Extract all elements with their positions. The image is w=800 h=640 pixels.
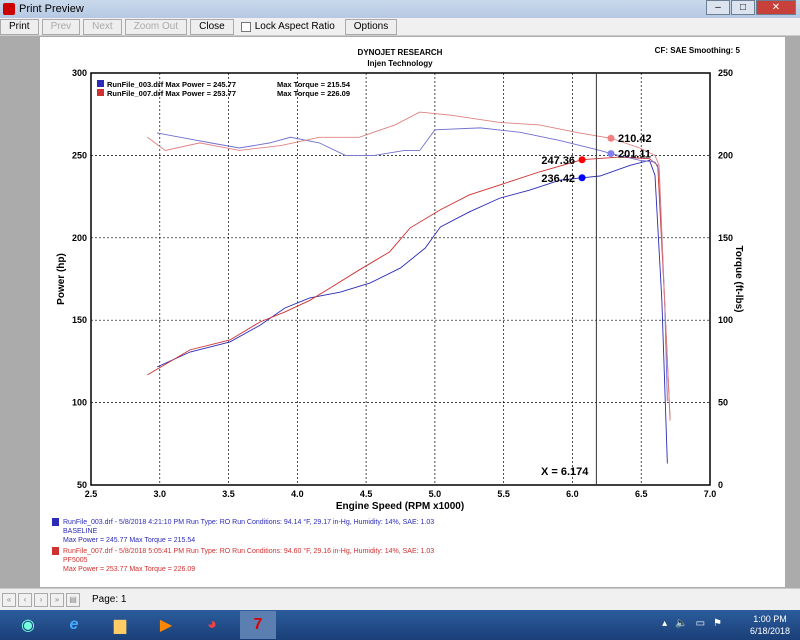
x-tick-label: 7.0 bbox=[704, 489, 717, 499]
series-line-3 bbox=[147, 111, 671, 421]
legend-entry: RunFile_007.drf Max Power = 253.77 bbox=[107, 89, 236, 98]
y2-tick-label: 0 bbox=[718, 480, 723, 490]
legend-line1: RunFile_007.drf - 5/8/2018 5:05:41 PM Ru… bbox=[63, 548, 435, 555]
system-tray-icons[interactable]: ▴🔈▭⚑ bbox=[662, 618, 730, 629]
print-page: 2.5 3.0 3.5 4.0 4.5 5.0 5.5 6.0 6.5 7.0 50 100 150 20… bbox=[40, 37, 785, 587]
dyno-chart: 2.5 3.0 3.5 4.0 4.5 5.0 5.5 6.0 6.5 7.0 50 100 150 20… bbox=[56, 46, 744, 512]
close-window-button[interactable]: ✕ bbox=[756, 0, 796, 15]
legend-swatch bbox=[52, 547, 59, 555]
prev-page-button[interactable]: ‹ bbox=[18, 592, 32, 607]
last-page-button[interactable]: » bbox=[50, 592, 64, 607]
dynojet-taskbar-icon[interactable]: 7 bbox=[240, 611, 276, 639]
x-tick-label: 5.0 bbox=[429, 489, 442, 499]
legend-line3: Max Power = 253.77 Max Torque = 226.09 bbox=[63, 566, 196, 573]
series-line-1 bbox=[147, 156, 671, 420]
marker-label: 247.36 bbox=[541, 155, 575, 167]
chrome-icon[interactable]: ◕ bbox=[207, 616, 217, 633]
first-page-button[interactable]: « bbox=[2, 592, 16, 607]
run-legend-entry: RunFile_007.drf - 5/8/2018 5:05:41 PM Ru… bbox=[52, 547, 434, 574]
zoom-out-button[interactable]: Zoom Out bbox=[124, 18, 188, 35]
lock-aspect-label: Lock Aspect Ratio bbox=[254, 21, 335, 32]
x-tick-label: 6.0 bbox=[566, 489, 579, 499]
y-axis-label: Power (hp) bbox=[56, 253, 67, 305]
options-button[interactable]: Options bbox=[344, 18, 398, 35]
toolbar: Print Prev Next Zoom Out Close Lock Aspe… bbox=[0, 18, 800, 36]
chart-settings: CF: SAE Smoothing: 5 bbox=[655, 46, 741, 55]
x-tick-label: 4.0 bbox=[291, 489, 304, 499]
x-tick-label: 2.5 bbox=[85, 489, 98, 499]
y-tick-label: 200 bbox=[72, 233, 87, 243]
page-number: Page: 1 bbox=[92, 594, 127, 605]
dynojet-app-icon bbox=[3, 3, 15, 15]
marker-label: 210.42 bbox=[618, 133, 652, 145]
legend-torque: Max Torque = 215.54 bbox=[277, 80, 351, 89]
marker-label: 201.11 bbox=[618, 149, 651, 161]
y2-tick-label: 150 bbox=[718, 233, 733, 243]
legend-line3: Max Power = 245.77 Max Torque = 215.54 bbox=[63, 537, 196, 544]
legend-entry: RunFile_003.drf Max Power = 245.77 bbox=[107, 80, 236, 89]
x-tick-label: 3.5 bbox=[222, 489, 235, 499]
print-button[interactable]: Print bbox=[0, 18, 39, 35]
clock[interactable]: 1:00 PM 6/18/2018 bbox=[750, 613, 790, 637]
marker-label: 236.42 bbox=[541, 173, 575, 185]
clock-time: 1:00 PM bbox=[753, 614, 787, 624]
x-tick-label: 5.5 bbox=[497, 489, 510, 499]
x-tick-label: 3.0 bbox=[154, 489, 167, 499]
next-button[interactable]: Next bbox=[83, 18, 122, 35]
marker-point bbox=[607, 150, 615, 158]
y-tick-label: 250 bbox=[72, 150, 87, 160]
lock-aspect-checkbox[interactable]: Lock Aspect Ratio bbox=[240, 21, 335, 32]
legend-swatch bbox=[52, 518, 59, 526]
prev-button[interactable]: Prev bbox=[41, 18, 81, 35]
maximize-button[interactable]: □ bbox=[731, 0, 755, 15]
ie-icon[interactable]: e bbox=[69, 616, 79, 633]
y2-tick-label: 100 bbox=[718, 315, 733, 325]
close-button[interactable]: Close bbox=[190, 18, 234, 35]
start-button[interactable]: ◉ bbox=[21, 617, 35, 634]
x-tick-label: 6.5 bbox=[635, 489, 648, 499]
title-bar: Print Preview – □ ✕ bbox=[0, 0, 800, 18]
status-bar: « ‹ › » ▤ Page: 1 bbox=[0, 588, 800, 610]
y-tick-label: 150 bbox=[72, 315, 87, 325]
y2-axis-label: Torque (ft-lbs) bbox=[733, 245, 744, 312]
checkbox-icon bbox=[240, 21, 251, 32]
y2-tick-label: 250 bbox=[718, 68, 733, 78]
x-axis-label: Engine Speed (RPM x1000) bbox=[336, 501, 464, 512]
legend-swatch bbox=[97, 80, 104, 87]
legend-torque: Max Torque = 226.09 bbox=[277, 89, 350, 98]
y2-tick-label: 50 bbox=[718, 398, 728, 408]
chart-title: DYNOJET RESEARCH bbox=[358, 48, 443, 57]
marker-point bbox=[607, 134, 615, 142]
y-tick-label: 100 bbox=[72, 398, 87, 408]
y-tick-label: 300 bbox=[72, 68, 87, 78]
plot-frame bbox=[90, 72, 711, 486]
cursor-label: X = 6.174 bbox=[541, 466, 589, 478]
next-page-button[interactable]: › bbox=[34, 592, 48, 607]
marker-point bbox=[578, 174, 586, 182]
page-icon[interactable]: ▤ bbox=[66, 592, 80, 607]
explorer-icon[interactable]: ▆ bbox=[113, 617, 127, 634]
y-tick-label: 50 bbox=[77, 480, 87, 490]
run-legend-entry: RunFile_003.drf - 5/8/2018 4:21:10 PM Ru… bbox=[52, 518, 434, 545]
window-title: Print Preview bbox=[19, 3, 84, 15]
legend-line2: PF5005 bbox=[63, 557, 88, 564]
taskbar: ◉ e ▆ ▶ ◕ 7 ▴🔈▭⚑ 1:00 PM 6/18/2018 bbox=[0, 610, 800, 640]
legend-swatch bbox=[97, 89, 104, 96]
chart-subtitle: Injen Technology bbox=[367, 59, 433, 68]
series-line-2 bbox=[156, 127, 668, 401]
legend-line1: RunFile_003.drf - 5/8/2018 4:21:10 PM Ru… bbox=[63, 519, 435, 526]
marker-point bbox=[578, 156, 586, 164]
legend-line2: BASELINE bbox=[63, 528, 98, 535]
series-line-0 bbox=[156, 159, 668, 464]
minimize-button[interactable]: – bbox=[706, 0, 730, 15]
x-tick-label: 4.5 bbox=[360, 489, 373, 499]
y2-tick-label: 200 bbox=[718, 150, 733, 160]
clock-date: 6/18/2018 bbox=[749, 626, 790, 636]
media-player-icon[interactable]: ▶ bbox=[159, 617, 173, 634]
